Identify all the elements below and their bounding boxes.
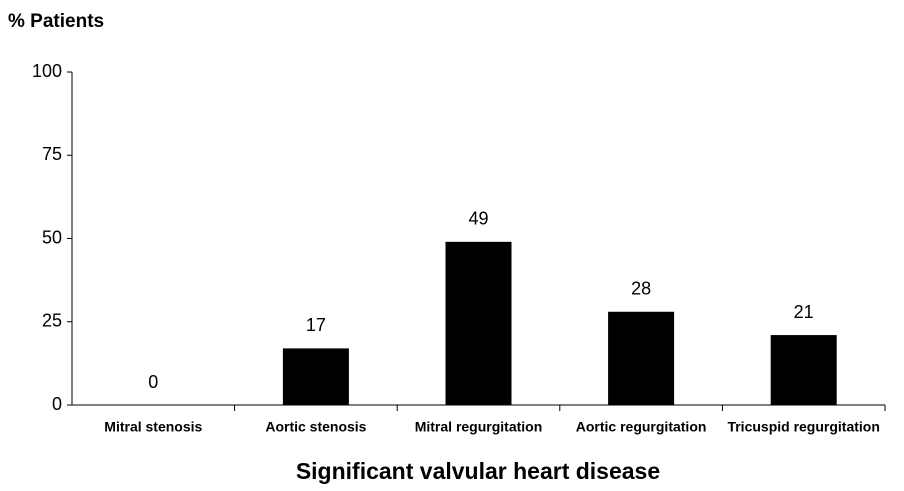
y-tick-label: 75 — [42, 144, 62, 164]
x-axis-title: Significant valvular heart disease — [296, 458, 660, 484]
data-label: 17 — [306, 315, 326, 335]
x-tick-label: Aortic regurgitation — [576, 419, 707, 435]
data-label: 21 — [794, 302, 814, 322]
y-tick-label: 50 — [42, 227, 62, 247]
x-tick-label: Tricuspid regurgitation — [727, 419, 879, 435]
data-label: 28 — [631, 279, 651, 299]
bar — [445, 241, 512, 405]
bar — [282, 348, 349, 405]
bar — [608, 311, 675, 405]
y-tick-label: 25 — [42, 311, 62, 331]
x-tick-label: Mitral regurgitation — [415, 419, 543, 435]
y-tick-label: 0 — [52, 394, 62, 414]
data-label: 49 — [468, 209, 488, 229]
x-tick-label: Mitral stenosis — [104, 419, 202, 435]
x-tick-label: Aortic stenosis — [265, 419, 366, 435]
bar — [770, 335, 837, 405]
data-label: 0 — [148, 372, 158, 392]
y-tick-label: 100 — [32, 61, 62, 81]
y-axis-title: % Patients — [8, 11, 104, 32]
